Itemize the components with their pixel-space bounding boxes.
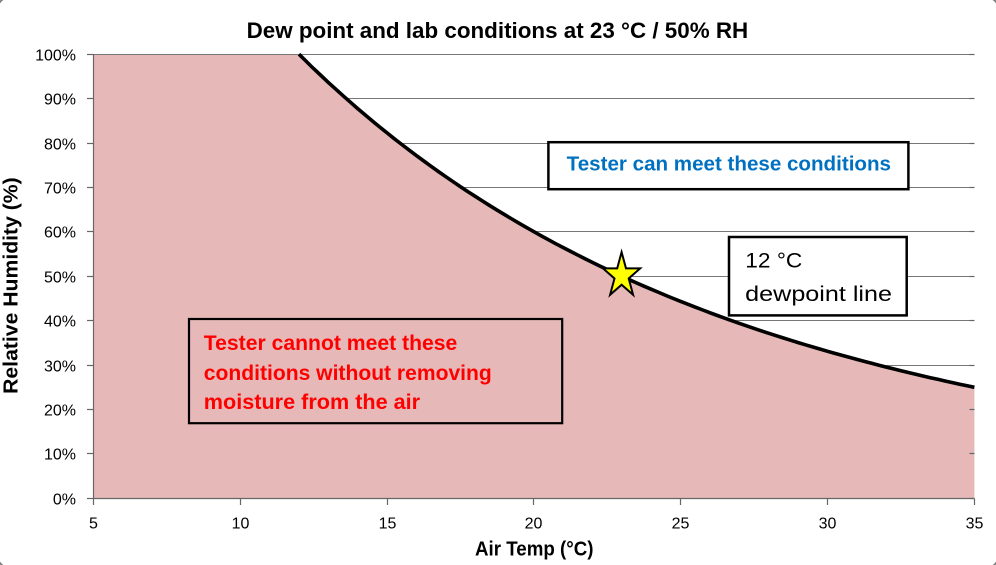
svg-text:Tester can meet these conditio: Tester can meet these conditions	[567, 154, 891, 176]
svg-text:dewpoint line: dewpoint line	[745, 283, 892, 306]
svg-text:10%: 10%	[44, 446, 76, 463]
svg-text:80%: 80%	[44, 136, 76, 153]
svg-text:90%: 90%	[44, 91, 76, 108]
svg-text:conditions without removing: conditions without removing	[204, 362, 492, 385]
svg-text:12 °C: 12 °C	[745, 250, 802, 273]
svg-text:35: 35	[966, 516, 984, 533]
svg-text:Relative Humidity (%): Relative Humidity (%)	[1, 177, 23, 394]
svg-text:50%: 50%	[44, 269, 76, 286]
svg-text:30: 30	[819, 516, 837, 533]
svg-text:30%: 30%	[44, 358, 76, 375]
svg-text:15: 15	[379, 516, 397, 533]
svg-text:25: 25	[672, 516, 690, 533]
svg-text:10: 10	[232, 516, 250, 533]
svg-text:0%: 0%	[53, 491, 76, 508]
svg-text:20: 20	[525, 516, 543, 533]
svg-text:70%: 70%	[44, 180, 76, 197]
svg-text:moisture from the air: moisture from the air	[204, 391, 420, 414]
svg-text:20%: 20%	[44, 402, 76, 419]
svg-text:40%: 40%	[44, 313, 76, 330]
svg-text:5: 5	[89, 516, 98, 533]
svg-text:100%: 100%	[35, 47, 76, 64]
svg-text:Dew point and lab conditions a: Dew point and lab conditions at 23 °C / …	[247, 18, 749, 43]
svg-text:60%: 60%	[44, 224, 76, 241]
svg-text:Air Temp (°C): Air Temp (°C)	[475, 538, 594, 560]
svg-text:Tester cannot meet these: Tester cannot meet these	[204, 332, 457, 355]
